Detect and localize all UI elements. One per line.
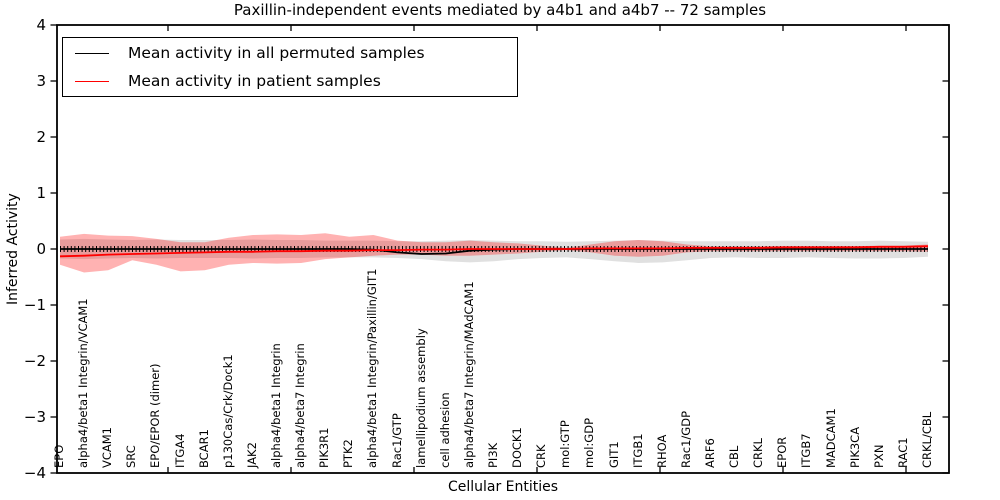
y-tick-label: 1 (36, 184, 46, 202)
x-category-label: CBL (727, 445, 742, 468)
x-category-label: PTK2 (341, 439, 356, 468)
legend: Mean activity in all permuted samples Me… (62, 37, 518, 97)
x-category-label: PI3K (486, 442, 500, 468)
x-category-label: CRKL/CBL (920, 411, 934, 468)
x-category-label: mol:GDP (582, 417, 597, 468)
y-tick-label: 4 (36, 16, 46, 34)
x-category-label: p130Cas/Crk/Dock1 (220, 354, 235, 468)
x-category-label: BCAR1 (196, 429, 211, 468)
x-category-label: lamellipodium assembly (413, 328, 428, 468)
legend-item-patient: Mean activity in patient samples (63, 68, 517, 94)
x-category-label: alpha4/beta1 Integrin/VCAM1 (76, 298, 91, 468)
legend-line-sample-black (75, 52, 109, 54)
legend-item-permuted: Mean activity in all permuted samples (63, 40, 517, 66)
y-tick-label: −4 (23, 464, 46, 482)
x-category-label: PXN (871, 444, 886, 468)
x-category-label: PIK3R1 (317, 427, 332, 469)
x-category-label: JAK2 (244, 442, 259, 468)
x-category-label: CRK (534, 444, 549, 468)
x-category-label: EPO/EPOR (dimer) (148, 363, 163, 469)
x-category-label: ITGB1 (630, 433, 645, 468)
y-tick-label: 2 (36, 128, 46, 146)
legend-label-patient: Mean activity in patient samples (128, 72, 381, 90)
x-category-label: RAC1 (895, 437, 910, 468)
x-category-label: cell adhesion (437, 392, 452, 468)
y-tick-label: −2 (23, 352, 46, 370)
y-tick-label: −1 (23, 296, 46, 314)
x-category-label: Rac1/GDP (678, 410, 693, 468)
patient-band-area (60, 233, 928, 273)
x-category-label: SRC (124, 445, 139, 468)
x-category-label: alpha4/beta7 Integrin (293, 343, 308, 468)
patient-mean-line (59, 245, 929, 258)
x-category-label: CRKL (751, 438, 766, 468)
legend-label-permuted: Mean activity in all permuted samples (128, 44, 425, 62)
x-category-label: EPO (52, 444, 66, 468)
x-category-label: alpha4/beta1 Integrin/Paxillin/GIT1 (365, 268, 380, 468)
x-category-label: PIK3CA (847, 426, 862, 468)
x-category-label: Rac1/GTP (389, 413, 404, 468)
x-category-label: EPOR (775, 436, 790, 468)
x-category-label: VCAM1 (100, 426, 115, 468)
x-category-label: MADCAM1 (823, 408, 838, 468)
permuted-band-area (60, 238, 928, 263)
x-category-label: GIT1 (606, 441, 621, 468)
x-category-label: alpha4/beta7 Integrin/MAdCAM1 (461, 281, 476, 468)
x-category-label: RHOA (654, 434, 669, 468)
legend-line-sample-red (75, 80, 109, 82)
x-category-label: ITGA4 (172, 433, 187, 468)
y-tick-label: 0 (36, 240, 46, 258)
x-category-label: ITGB7 (799, 433, 814, 468)
y-tick-label: 3 (36, 72, 46, 90)
x-category-label: mol:GTP (558, 420, 573, 468)
x-category-label: DOCK1 (510, 427, 525, 468)
x-axis-label: Cellular Entities (447, 479, 559, 495)
x-category-label: ARF6 (703, 438, 717, 468)
x-category-label: alpha4/beta1 Integrin (269, 343, 283, 468)
y-tick-label: −3 (23, 408, 46, 426)
chart-title: Paxillin-independent events mediated by … (233, 1, 767, 19)
